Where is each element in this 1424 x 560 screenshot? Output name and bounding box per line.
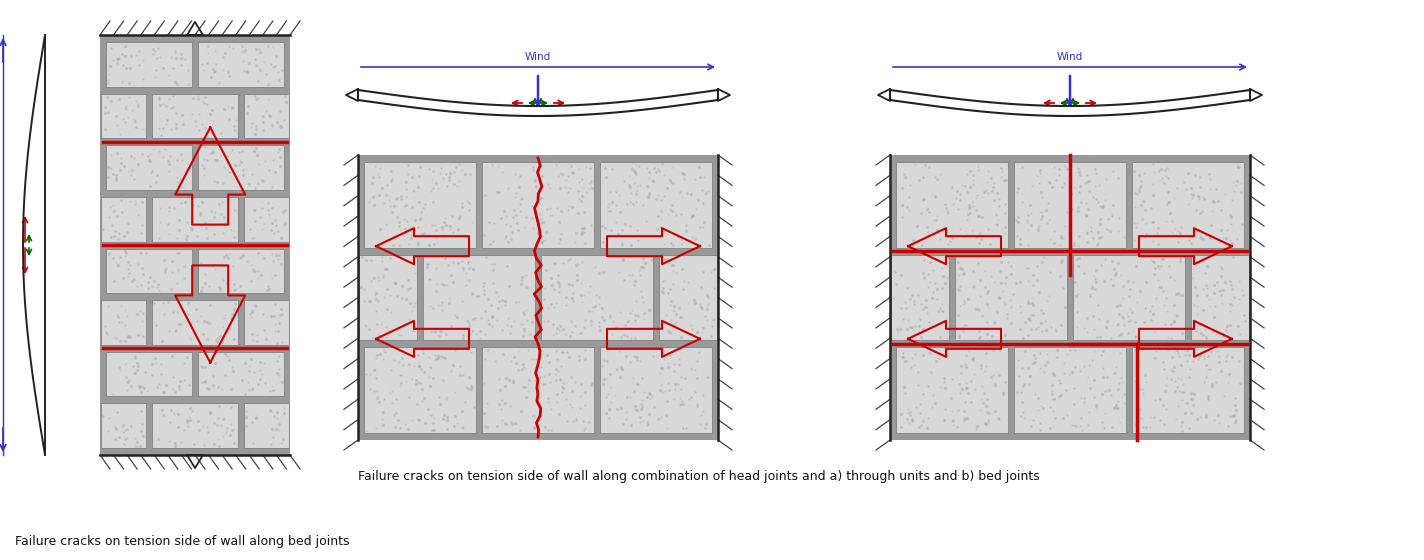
- Bar: [152, 403, 238, 448]
- Bar: [1132, 347, 1245, 433]
- Bar: [105, 352, 192, 396]
- Bar: [423, 255, 535, 340]
- Bar: [198, 249, 283, 293]
- Text: Failure cracks on tension side of wall along combination of head joints and a) t: Failure cracks on tension side of wall a…: [357, 470, 1040, 483]
- Bar: [541, 255, 654, 340]
- Bar: [896, 347, 1008, 433]
- Bar: [1132, 162, 1245, 248]
- Bar: [198, 145, 283, 190]
- Bar: [896, 162, 1008, 248]
- Bar: [244, 94, 289, 138]
- Text: Failure cracks on tension side of wall along bed joints: Failure cracks on tension side of wall a…: [16, 535, 349, 548]
- Bar: [198, 42, 283, 87]
- Bar: [600, 162, 712, 248]
- Bar: [481, 347, 594, 433]
- Bar: [152, 197, 238, 241]
- Bar: [152, 300, 238, 345]
- Bar: [244, 300, 289, 345]
- Bar: [357, 155, 718, 440]
- Bar: [359, 255, 417, 340]
- Bar: [101, 94, 147, 138]
- Bar: [956, 255, 1067, 340]
- Bar: [101, 197, 147, 241]
- Bar: [244, 197, 289, 241]
- Bar: [152, 94, 238, 138]
- Bar: [1074, 255, 1185, 340]
- Bar: [105, 42, 192, 87]
- Bar: [101, 300, 147, 345]
- Bar: [659, 255, 718, 340]
- Bar: [198, 352, 283, 396]
- Bar: [600, 347, 712, 433]
- Bar: [1014, 162, 1126, 248]
- Bar: [105, 249, 192, 293]
- Bar: [101, 403, 147, 448]
- Bar: [1190, 255, 1249, 340]
- Bar: [891, 255, 948, 340]
- Bar: [365, 347, 476, 433]
- Bar: [481, 162, 594, 248]
- Bar: [365, 162, 476, 248]
- Bar: [890, 155, 1250, 440]
- Bar: [105, 145, 192, 190]
- Text: Wind: Wind: [1057, 52, 1084, 62]
- Bar: [100, 35, 290, 455]
- Bar: [1014, 347, 1126, 433]
- Text: Wind: Wind: [525, 52, 551, 62]
- Bar: [244, 403, 289, 448]
